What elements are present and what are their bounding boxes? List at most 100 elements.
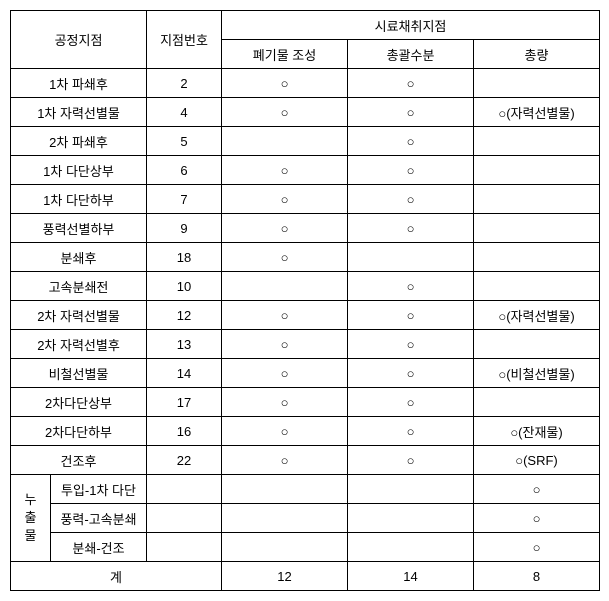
cell-pointno: 2 bbox=[147, 69, 222, 98]
cell-waste bbox=[222, 475, 348, 504]
cell-waste: ○ bbox=[222, 446, 348, 475]
header-sampling-point: 시료채취지점 bbox=[222, 11, 600, 40]
cell-pointno: 4 bbox=[147, 98, 222, 127]
header-process-point: 공정지점 bbox=[11, 11, 147, 69]
cell-total: ○(SRF) bbox=[474, 446, 600, 475]
cell-moisture: ○ bbox=[348, 330, 474, 359]
cell-moisture: ○ bbox=[348, 185, 474, 214]
cell-moisture bbox=[348, 475, 474, 504]
cell-total: ○(잔재물) bbox=[474, 417, 600, 446]
cell-process: 1차 파쇄후 bbox=[11, 69, 147, 98]
cell-pointno: 5 bbox=[147, 127, 222, 156]
cell-total bbox=[474, 243, 600, 272]
cell-moisture: ○ bbox=[348, 69, 474, 98]
cell-waste bbox=[222, 272, 348, 301]
table-row: 1차 다단상부6○○ bbox=[11, 156, 600, 185]
header-waste-composition: 폐기물 조성 bbox=[222, 40, 348, 69]
cell-process: 비철선별물 bbox=[11, 359, 147, 388]
table-row: 2차 자력선별후13○○ bbox=[11, 330, 600, 359]
sampling-table: 공정지점 지점번호 시료채취지점 폐기물 조성 총괄수분 총량 1차 파쇄후2○… bbox=[10, 10, 600, 591]
table-row: 풍력-고속분쇄○ bbox=[11, 504, 600, 533]
cell-process: 2차다단하부 bbox=[11, 417, 147, 446]
table-row: 2차다단상부17○○ bbox=[11, 388, 600, 417]
cell-waste: ○ bbox=[222, 388, 348, 417]
cell-moisture: ○ bbox=[348, 388, 474, 417]
cell-total: ○(비철선별물) bbox=[474, 359, 600, 388]
table-row: 분쇄후18○ bbox=[11, 243, 600, 272]
cell-process: 2차 파쇄후 bbox=[11, 127, 147, 156]
totals-moisture: 14 bbox=[348, 562, 474, 591]
cell-total bbox=[474, 272, 600, 301]
cell-process: 1차 다단하부 bbox=[11, 185, 147, 214]
cell-total: ○ bbox=[474, 533, 600, 562]
cell-process: 1차 자력선별물 bbox=[11, 98, 147, 127]
table-row: 2차 자력선별물12○○○(자력선별물) bbox=[11, 301, 600, 330]
table-row: 2차 파쇄후5 ○ bbox=[11, 127, 600, 156]
totals-row: 계 12 14 8 bbox=[11, 562, 600, 591]
cell-process: 풍력선별하부 bbox=[11, 214, 147, 243]
cell-process: 고속분쇄전 bbox=[11, 272, 147, 301]
cell-total bbox=[474, 214, 600, 243]
cell-pointno bbox=[147, 475, 222, 504]
cell-pointno: 18 bbox=[147, 243, 222, 272]
cell-moisture: ○ bbox=[348, 156, 474, 185]
cell-waste: ○ bbox=[222, 214, 348, 243]
cell-moisture bbox=[348, 504, 474, 533]
totals-total: 8 bbox=[474, 562, 600, 591]
cell-moisture: ○ bbox=[348, 98, 474, 127]
cell-waste: ○ bbox=[222, 359, 348, 388]
cell-pointno: 16 bbox=[147, 417, 222, 446]
table-row: 2차다단하부16○○○(잔재물) bbox=[11, 417, 600, 446]
cell-moisture: ○ bbox=[348, 214, 474, 243]
header-total-amount: 총량 bbox=[474, 40, 600, 69]
cell-pointno: 9 bbox=[147, 214, 222, 243]
table-row: 풍력선별하부9○○ bbox=[11, 214, 600, 243]
cell-waste bbox=[222, 504, 348, 533]
cell-process: 2차다단상부 bbox=[11, 388, 147, 417]
cell-process: 분쇄-건조 bbox=[51, 533, 147, 562]
cell-waste: ○ bbox=[222, 243, 348, 272]
header-point-number: 지점번호 bbox=[147, 11, 222, 69]
cell-waste: ○ bbox=[222, 69, 348, 98]
cell-pointno: 14 bbox=[147, 359, 222, 388]
cell-process: 분쇄후 bbox=[11, 243, 147, 272]
cell-total bbox=[474, 156, 600, 185]
cell-moisture: ○ bbox=[348, 272, 474, 301]
cell-moisture: ○ bbox=[348, 301, 474, 330]
table-row: 1차 파쇄후2○○ bbox=[11, 69, 600, 98]
cell-moisture: ○ bbox=[348, 446, 474, 475]
cell-total bbox=[474, 388, 600, 417]
cell-total: ○ bbox=[474, 475, 600, 504]
table-row: 1차 자력선별물4○○○(자력선별물) bbox=[11, 98, 600, 127]
cell-process: 풍력-고속분쇄 bbox=[51, 504, 147, 533]
cell-total bbox=[474, 330, 600, 359]
table-row: 건조후22○○○(SRF) bbox=[11, 446, 600, 475]
cell-pointno: 17 bbox=[147, 388, 222, 417]
cell-total bbox=[474, 69, 600, 98]
cell-process: 건조후 bbox=[11, 446, 147, 475]
table-row: 분쇄-건조 ○ bbox=[11, 533, 600, 562]
cell-moisture: ○ bbox=[348, 359, 474, 388]
cell-waste: ○ bbox=[222, 185, 348, 214]
cell-moisture bbox=[348, 243, 474, 272]
cell-pointno: 6 bbox=[147, 156, 222, 185]
cell-pointno: 10 bbox=[147, 272, 222, 301]
cell-total bbox=[474, 185, 600, 214]
cell-moisture: ○ bbox=[348, 417, 474, 446]
cell-moisture bbox=[348, 533, 474, 562]
cell-total bbox=[474, 127, 600, 156]
table-row: 1차 다단하부7○○ bbox=[11, 185, 600, 214]
cell-waste bbox=[222, 533, 348, 562]
cell-total: ○(자력선별물) bbox=[474, 301, 600, 330]
cell-process: 투입-1차 다단 bbox=[51, 475, 147, 504]
totals-waste: 12 bbox=[222, 562, 348, 591]
cell-total: ○(자력선별물) bbox=[474, 98, 600, 127]
table-row: 고속분쇄전10 ○ bbox=[11, 272, 600, 301]
cell-waste: ○ bbox=[222, 417, 348, 446]
totals-label: 계 bbox=[11, 562, 222, 591]
cell-moisture: ○ bbox=[348, 127, 474, 156]
cell-process: 2차 자력선별물 bbox=[11, 301, 147, 330]
table-row: 누 출 물투입-1차 다단○ bbox=[11, 475, 600, 504]
cell-process: 2차 자력선별후 bbox=[11, 330, 147, 359]
cell-waste bbox=[222, 127, 348, 156]
